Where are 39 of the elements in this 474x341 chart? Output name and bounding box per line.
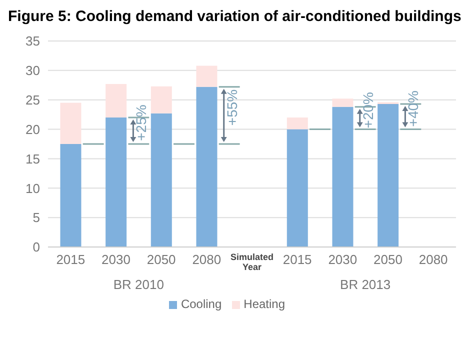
x-tick-label: 2080 xyxy=(192,252,222,268)
bar xyxy=(286,129,308,247)
text: Simulated Year xyxy=(230,252,274,272)
bar xyxy=(106,118,127,247)
text: BR 2010 xyxy=(113,277,164,292)
y-tick-label: 5 xyxy=(32,210,40,226)
annotation: +40% xyxy=(405,90,422,127)
x-tick-label: 2030 xyxy=(102,252,130,268)
x-tick-label: 2080 xyxy=(418,252,448,268)
annotation: +20% xyxy=(360,92,376,128)
bar xyxy=(150,86,172,114)
y-tick-label: 0 xyxy=(32,240,40,255)
x-tick-label: 2030 xyxy=(328,252,358,268)
bar xyxy=(150,113,172,247)
y-tick-label: 10 xyxy=(26,180,40,196)
bar xyxy=(378,104,399,247)
y-tick-label: 20 xyxy=(26,122,40,137)
bar xyxy=(332,98,354,107)
annotation: +25% xyxy=(133,104,150,141)
bar xyxy=(196,86,218,247)
bar xyxy=(196,66,218,87)
bar xyxy=(106,84,127,118)
bar xyxy=(332,106,354,247)
x-tick-label: 2015 xyxy=(282,252,312,268)
y-tick-label: 35 xyxy=(26,34,40,49)
annotation: +55% xyxy=(224,89,240,126)
x-tick-label: 2050 xyxy=(146,252,176,268)
text: BR 2013 xyxy=(340,277,391,292)
y-tick-label: 30 xyxy=(26,63,40,78)
bar xyxy=(286,118,308,130)
bar xyxy=(60,102,82,144)
chart-title: Figure 5: Cooling demand variation of air-conditioned buildings xyxy=(8,8,462,25)
y-tick-label: 15 xyxy=(26,151,40,166)
x-tick-label: 2015 xyxy=(56,252,86,268)
x-tick-label: 2050 xyxy=(374,252,402,268)
bar xyxy=(60,144,82,247)
legend-label: Cooling xyxy=(180,297,222,311)
y-tick-label: 25 xyxy=(26,92,40,108)
legend-label: Heating xyxy=(244,297,286,311)
